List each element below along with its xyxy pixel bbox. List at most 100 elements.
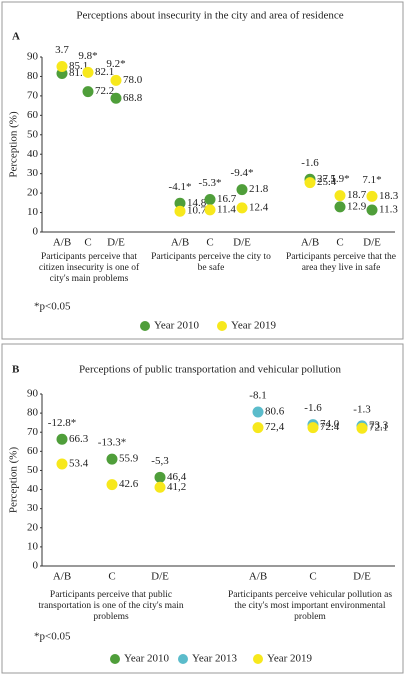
y-tick-label: 0 [33, 226, 39, 238]
difference-label: -5,3 [151, 455, 169, 467]
data-dot [110, 74, 122, 86]
y-tick-label: 20 [27, 521, 39, 533]
legend-swatch [217, 321, 227, 331]
x-tick-label: A/B [249, 571, 267, 583]
y-tick-label: 90 [27, 51, 39, 63]
difference-label: -1.3 [353, 403, 371, 415]
x-tick-label: D/E [233, 237, 251, 249]
value-label: 11.4 [217, 203, 236, 215]
difference-label: -1.6 [304, 402, 322, 414]
group-caption: Participants perceive that public transp… [38, 590, 184, 622]
difference-label: -4.1* [169, 181, 192, 193]
footnote: *p<0.05 [34, 301, 71, 313]
data-dot [252, 422, 264, 434]
x-tick-label: C [309, 571, 316, 583]
data-dot [174, 197, 186, 209]
x-tick-label: A/B [171, 237, 189, 249]
difference-label: -1.6 [301, 157, 319, 169]
value-label: 55.9 [119, 453, 139, 465]
data-dot [366, 190, 378, 202]
data-dot [110, 92, 122, 104]
data-dot [334, 201, 346, 213]
legend-label: Year 2019 [231, 320, 277, 332]
difference-label: 3.7 [55, 44, 69, 56]
value-label: 74.0 [320, 418, 340, 430]
value-label: 46,4 [167, 471, 187, 483]
value-label: 78.0 [123, 74, 143, 86]
x-tick-label: D/E [363, 237, 381, 249]
y-tick-label: 10 [27, 206, 39, 218]
difference-label: -8.1 [249, 389, 266, 401]
value-label: 18.3 [379, 190, 399, 202]
chart-title: Perceptions of public transportation and… [79, 364, 342, 376]
data-dot [236, 202, 248, 214]
value-label: 68.8 [123, 92, 143, 104]
data-dot [106, 479, 118, 491]
value-label: 72.4 [320, 421, 340, 433]
panel-frame [1, 1, 404, 340]
value-label: 85.1 [69, 60, 88, 72]
group-caption: Participants perceive that citizen insec… [38, 252, 140, 284]
group-caption: Participants perceive that the area they… [286, 252, 396, 273]
y-tick-label: 30 [27, 502, 39, 514]
value-label: 66.3 [69, 433, 89, 445]
data-dot [366, 204, 378, 216]
value-label: 27.1 [317, 173, 336, 185]
data-dot [304, 177, 316, 189]
data-dot [106, 453, 118, 465]
difference-label: -9.4* [231, 167, 254, 179]
group-caption: Participants perceive vehicular pollutio… [227, 590, 393, 622]
x-tick-label: A/B [53, 237, 71, 249]
y-tick-label: 0 [33, 560, 39, 572]
value-label: 42.6 [119, 478, 139, 490]
data-dot [56, 458, 68, 470]
data-dot [154, 471, 166, 483]
group-caption: Participants perceive the city to be saf… [151, 252, 271, 273]
value-label: 72,4 [265, 421, 285, 433]
y-tick-label: 80 [27, 70, 39, 82]
y-tick-label: 70 [27, 89, 39, 101]
y-tick-label: 30 [27, 167, 39, 179]
legend-swatch [253, 654, 263, 664]
data-dot [82, 66, 94, 78]
x-tick-label: C [84, 237, 91, 249]
difference-label: 9.8* [78, 50, 97, 62]
value-label: 21.8 [249, 183, 269, 195]
data-dot [56, 433, 68, 445]
x-tick-label: D/E [353, 571, 371, 583]
panel-label: B [12, 364, 20, 376]
data-dot [154, 481, 166, 493]
y-tick-label: 10 [27, 540, 39, 552]
y-tick-label: 20 [27, 187, 39, 199]
data-dot [204, 204, 216, 216]
data-dot [236, 184, 248, 196]
legend-label: Year 2010 [154, 320, 200, 332]
difference-label: 7.1* [362, 174, 381, 186]
data-dot [204, 194, 216, 206]
legend-label: Year 2019 [267, 653, 313, 665]
y-tick-label: 40 [27, 483, 39, 495]
difference-label: 5.9* [330, 173, 349, 185]
footnote: *p<0.05 [34, 631, 71, 643]
value-label: 11.3 [379, 204, 398, 216]
value-label: 12.4 [249, 201, 269, 213]
value-label: 72.1 [369, 422, 388, 434]
legend-swatch [110, 654, 120, 664]
y-tick-label: 80 [27, 407, 39, 419]
difference-label: -5.3* [199, 177, 222, 189]
y-tick-label: 50 [27, 128, 39, 140]
data-dot [307, 422, 319, 434]
y-tick-label: 70 [27, 426, 39, 438]
value-label: 73.3 [369, 419, 389, 431]
x-tick-label: C [336, 237, 343, 249]
data-dot [174, 205, 186, 217]
data-dot [56, 61, 68, 73]
y-tick-label: 50 [27, 464, 39, 476]
panel-label: A [12, 31, 20, 43]
value-label: 18.7 [347, 189, 367, 201]
y-tick-label: 60 [27, 109, 39, 121]
x-tick-label: A/B [301, 237, 319, 249]
legend-label: Year 2010 [124, 653, 170, 665]
